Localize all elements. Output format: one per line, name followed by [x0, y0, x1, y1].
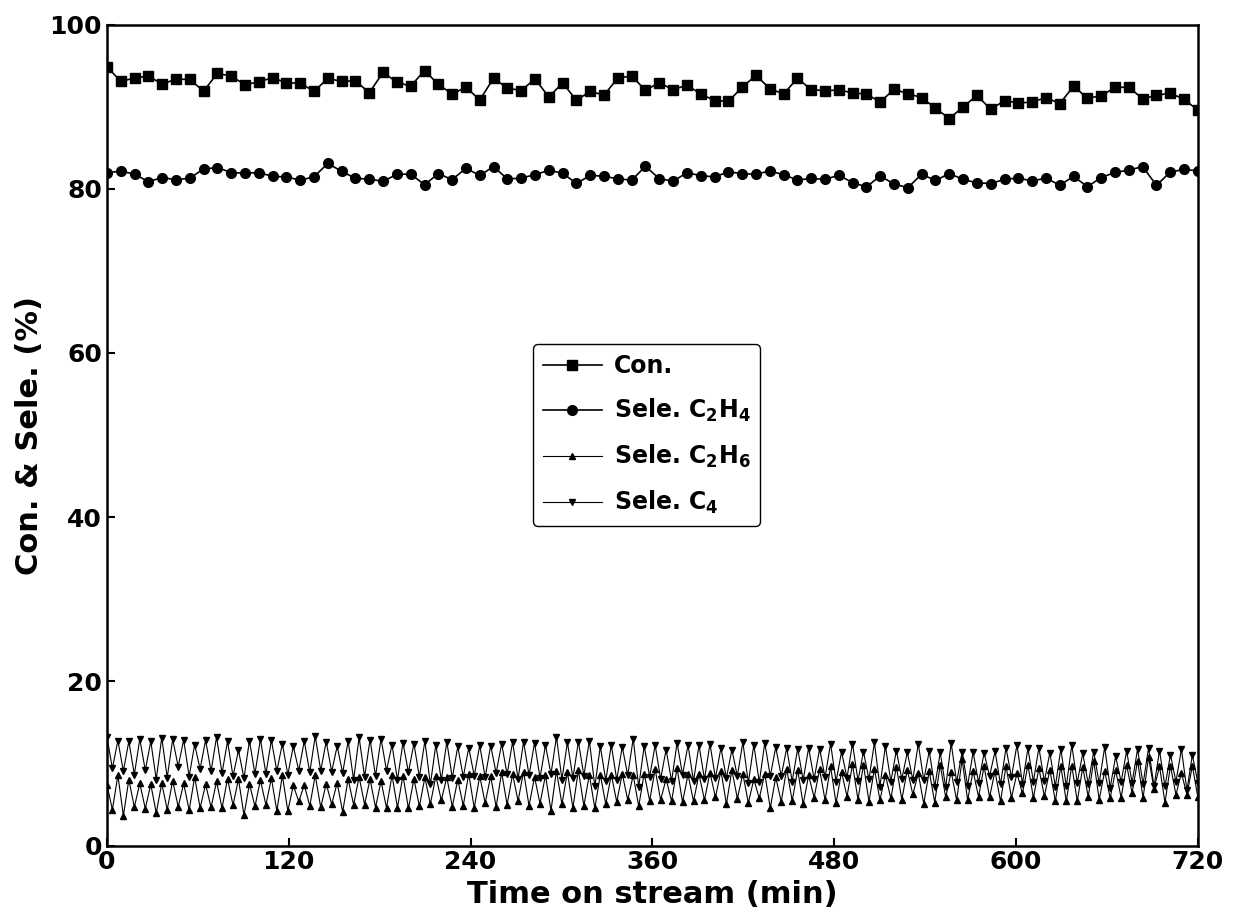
Legend: Con., Sele. $\mathregular{C_2H_4}$, Sele. $\mathregular{C_2H_6}$, Sele. $\mathre: Con., Sele. $\mathregular{C_2H_4}$, Sele…: [533, 345, 760, 526]
Con.: [748, 70, 763, 81]
Sele. C$_2$H$_4$: [321, 158, 336, 169]
Sele. C$_2$H$_6$: [99, 779, 114, 790]
Sele. C$_2$H$_6$: [116, 810, 131, 821]
Sele. C$_2$H$_4$: [1094, 172, 1109, 183]
Sele. C$_2$H$_4$: [99, 167, 114, 178]
Sele. C$_2$H$_4$: [901, 182, 916, 193]
Sele. C$_4$: [165, 734, 180, 745]
Sele. C$_2$H$_6$: [149, 808, 164, 819]
Sele. C$_2$H$_4$: [597, 171, 612, 182]
Y-axis label: Con. & Sele. (%): Con. & Sele. (%): [15, 296, 45, 575]
Sele. C$_2$H$_4$: [818, 174, 833, 185]
Sele. C$_4$: [1180, 784, 1194, 796]
Sele. C$_4$: [1191, 777, 1206, 788]
Sele. C$_2$H$_6$: [395, 770, 410, 781]
Sele. C$_2$H$_6$: [1141, 751, 1156, 762]
Sele. C$_4$: [144, 736, 159, 747]
Sele. C$_2$H$_6$: [1103, 793, 1118, 804]
Sele. C$_2$H$_6$: [307, 770, 322, 781]
Sele. C$_4$: [302, 767, 317, 778]
Sele. C$_2$H$_6$: [1191, 792, 1206, 803]
Sele. C$_2$H$_4$: [859, 181, 873, 192]
Con.: [942, 113, 957, 124]
Sele. C$_4$: [1141, 742, 1156, 753]
Sele. C$_2$H$_4$: [1191, 165, 1206, 176]
Sele. C$_2$H$_4$: [776, 169, 790, 180]
Sele. C$_2$H$_6$: [171, 801, 186, 812]
Line: Sele. C$_2$H$_4$: Sele. C$_2$H$_4$: [102, 159, 1203, 192]
Con.: [845, 87, 860, 98]
Con.: [1191, 104, 1206, 116]
Sele. C$_4$: [99, 731, 114, 742]
X-axis label: Time on stream (min): Time on stream (min): [467, 880, 838, 909]
Line: Sele. C$_2$H$_6$: Sele. C$_2$H$_6$: [103, 754, 1202, 820]
Con.: [99, 61, 114, 72]
Line: Con.: Con.: [102, 62, 1203, 124]
Sele. C$_4$: [395, 737, 410, 748]
Line: Sele. C$_4$: Sele. C$_4$: [103, 733, 1202, 794]
Con.: [804, 84, 819, 95]
Sele. C$_2$H$_6$: [1146, 784, 1161, 795]
Con.: [582, 86, 597, 97]
Con.: [1080, 92, 1095, 103]
Con.: [762, 83, 777, 94]
Sele. C$_4$: [307, 731, 322, 742]
Sele. C$_4$: [1103, 783, 1118, 794]
Sele. C$_2$H$_4$: [762, 165, 777, 176]
